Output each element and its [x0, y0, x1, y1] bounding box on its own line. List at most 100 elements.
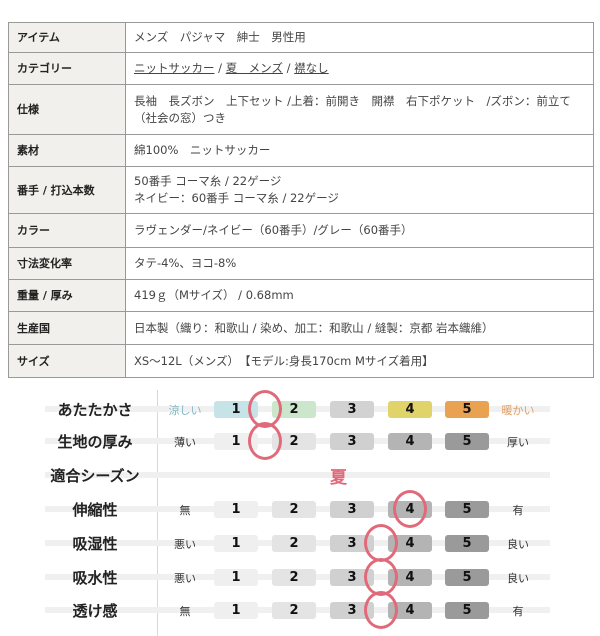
rating-row: 吸湿性 悪い 良い 1 2 3 4 5 — [0, 524, 600, 562]
spec-row: カテゴリー ニットサッカー / 夏 メンズ / 襟なし — [8, 52, 594, 85]
rating-label: 生地の厚み — [57, 433, 133, 451]
scale-box: 3 — [330, 501, 374, 518]
spec-row: 生産国 日本製（織り：和歌山 / 染め、加工：和歌山 / 縫製：京都 岩本織維） — [8, 311, 594, 345]
scale-box: 4 — [388, 569, 432, 586]
spec-row: アイテム メンズ パジャマ 紳士 男性用 — [8, 22, 594, 53]
rating-marker-circle — [248, 422, 282, 460]
low-label: 涼しい — [168, 404, 202, 417]
spec-label: アイテム — [8, 22, 126, 53]
rating-row: 吸水性 悪い 良い 1 2 3 4 5 — [0, 558, 600, 596]
scale-box: 3 — [330, 433, 374, 450]
high-label: 厚い — [507, 436, 529, 449]
low-label: 悪い — [174, 538, 196, 551]
rating-marker-circle — [364, 524, 398, 562]
scale-box: 3 — [330, 535, 374, 552]
spec-value: ラヴェンダー/ネイビー（60番手）/グレー（60番手） — [125, 213, 594, 248]
spec-row: 仕様 長袖 長ズボン 上下セット /上着：前開き 開襟 右下ポケット /ズボン：前… — [8, 84, 594, 135]
rating-label: 伸縮性 — [72, 501, 118, 519]
scale-box: 1 — [214, 602, 258, 619]
scale-box: 2 — [272, 535, 316, 552]
low-label: 無 — [179, 605, 191, 618]
spec-label: サイズ — [8, 344, 126, 378]
season-value: 夏 — [330, 468, 347, 488]
scale-box: 3 — [330, 569, 374, 586]
rating-row: 生地の厚み 薄い 厚い 1 2 3 4 5 — [0, 422, 600, 460]
rating-row: あたたかさ 涼しい 暖かい 1 2 3 4 5 — [0, 390, 600, 428]
scale-box: 1 — [214, 535, 258, 552]
spec-value: ニットサッカー / 夏 メンズ / 襟なし — [125, 52, 594, 85]
spec-label: 番手 / 打込本数 — [8, 166, 126, 214]
spec-row: カラー ラヴェンダー/ネイビー（60番手）/グレー（60番手） — [8, 213, 594, 248]
spec-value: XS～12L（メンズ） 【モデル:身長170cm Mサイズ着用】 — [125, 344, 594, 378]
scale-box: 5 — [445, 501, 489, 518]
high-label: 有 — [512, 504, 524, 517]
spec-row: 番手 / 打込本数 50番手 コーマ糸 / 22ゲージ ネイビー：60番手 コーマ糸… — [8, 166, 594, 214]
scale-box: 4 — [388, 602, 432, 619]
rating-label: 適合シーズン — [50, 467, 140, 485]
spec-value: 綿100% ニットサッカー — [125, 134, 594, 167]
rating-label: 吸水性 — [72, 569, 118, 587]
track — [45, 472, 550, 478]
scale-box: 4 — [388, 535, 432, 552]
divider — [157, 390, 158, 636]
low-label: 薄い — [174, 436, 196, 449]
spec-value: 50番手 コーマ糸 / 22ゲージネイビー：60番手 コーマ糸 / 22ゲージ — [125, 166, 594, 214]
category-link[interactable]: 夏 メンズ — [225, 61, 283, 75]
low-label: 悪い — [174, 572, 196, 585]
rating-chart: あたたかさ 涼しい 暖かい 1 2 3 4 5 生地の厚み 薄い 厚い 1 2 3 4 5 適合シーズン夏伸縮性… — [0, 390, 600, 636]
rating-row: 透け感 無 有 1 2 3 4 5 — [0, 591, 600, 629]
spec-value: 日本製（織り：和歌山 / 染め、加工：和歌山 / 縫製：京都 岩本織維） — [125, 311, 594, 345]
rating-row: 適合シーズン 夏 — [0, 460, 600, 490]
scale-box: 4 — [388, 433, 432, 450]
scale-box: 5 — [445, 569, 489, 586]
scale-box: 3 — [330, 401, 374, 418]
rating-marker-circle — [393, 490, 427, 528]
rating-label: 吸湿性 — [72, 535, 118, 553]
spec-label: 素材 — [8, 134, 126, 167]
spec-row: サイズ XS～12L（メンズ） 【モデル:身長170cm Mサイズ着用】 — [8, 344, 594, 378]
rating-label: 透け感 — [72, 602, 118, 620]
scale-box: 5 — [445, 602, 489, 619]
high-label: 良い — [507, 538, 529, 551]
scale-box: 1 — [214, 569, 258, 586]
scale-box: 2 — [272, 602, 316, 619]
spec-value: 419ｇ（Mサイズ） / 0.68mm — [125, 279, 594, 312]
rating-label: あたたかさ — [57, 401, 133, 419]
scale-box: 2 — [272, 433, 316, 450]
low-label: 無 — [179, 504, 191, 517]
rating-marker-circle — [364, 591, 398, 629]
rating-row: 伸縮性無有 1 2 3 4 5 — [0, 490, 600, 528]
spec-label: 仕様 — [8, 84, 126, 135]
scale-box: 2 — [272, 401, 316, 418]
scale-box: 2 — [272, 569, 316, 586]
scale-box: 4 — [388, 401, 432, 418]
scale-box: 1 — [214, 401, 258, 418]
spec-row: 寸法変化率 タテ-4%、ヨコ-8% — [8, 247, 594, 280]
scale-box: 2 — [272, 501, 316, 518]
category-link[interactable]: ニットサッカー — [134, 61, 215, 75]
high-label: 良い — [507, 572, 529, 585]
spec-label: 重量 / 厚み — [8, 279, 126, 312]
spec-label: 寸法変化率 — [8, 247, 126, 280]
spec-label: カテゴリー — [8, 52, 126, 85]
scale-box: 5 — [445, 433, 489, 450]
scale-box: 1 — [214, 433, 258, 450]
spec-line: 50番手 コーマ糸 / 22ゲージ — [134, 174, 282, 188]
scale-box: 5 — [445, 535, 489, 552]
category-link[interactable]: 襟なし — [294, 61, 329, 75]
scale-box: 3 — [330, 602, 374, 619]
separator: / — [214, 61, 226, 75]
scale-box: 1 — [214, 501, 258, 518]
spec-value: タテ-4%、ヨコ-8% — [125, 247, 594, 280]
spec-value: 長袖 長ズボン 上下セット /上着：前開き 開襟 右下ポケット /ズボン：前立て… — [125, 84, 594, 135]
scale-box: 5 — [445, 401, 489, 418]
spec-value: メンズ パジャマ 紳士 男性用 — [125, 22, 594, 53]
high-label: 有 — [512, 605, 524, 618]
spec-table: アイテム メンズ パジャマ 紳士 男性用 カテゴリー ニットサッカー / 夏 メンズ … — [8, 22, 594, 378]
spec-line: ネイビー：60番手 コーマ糸 / 22ゲージ — [134, 191, 339, 205]
spec-label: 生産国 — [8, 311, 126, 345]
high-label: 暖かい — [501, 404, 535, 417]
separator: / — [282, 61, 295, 75]
spec-row: 重量 / 厚み 419ｇ（Mサイズ） / 0.68mm — [8, 279, 594, 312]
spec-row: 素材 綿100% ニットサッカー — [8, 134, 594, 167]
